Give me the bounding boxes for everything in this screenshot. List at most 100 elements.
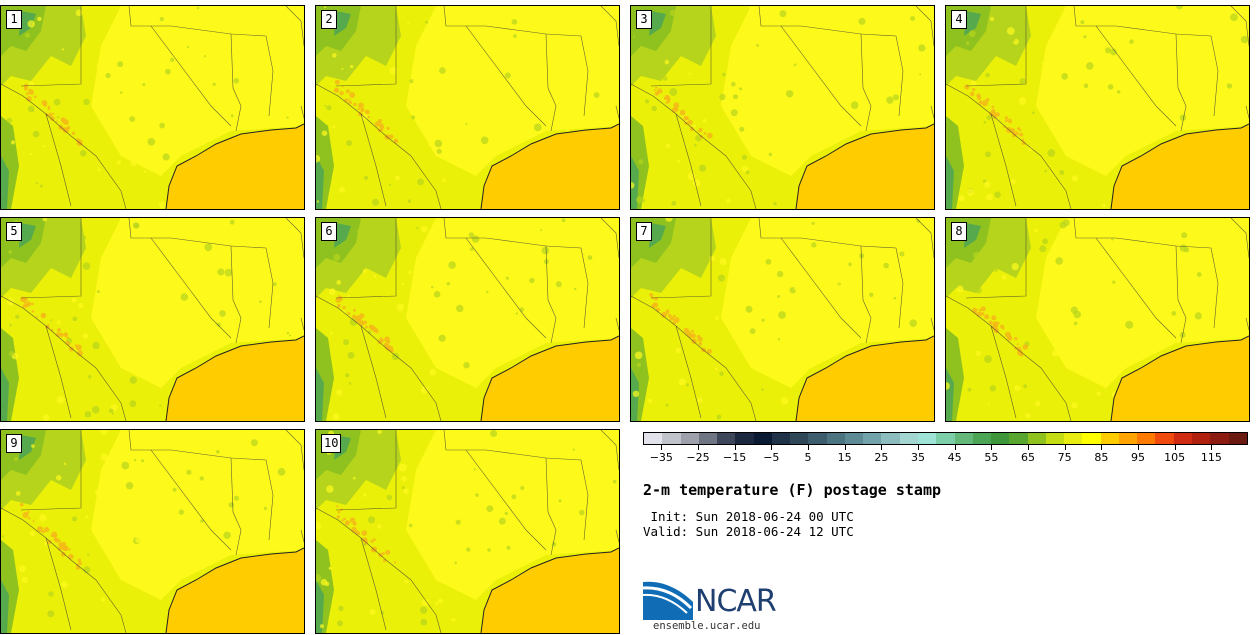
- panel-label: 8: [951, 222, 967, 241]
- colorbar-tick-label: 35: [911, 451, 925, 464]
- panel-5[interactable]: 5: [0, 217, 305, 422]
- colorbar-tick-label: 65: [1021, 451, 1035, 464]
- temperature-map: [631, 218, 934, 421]
- colorbar-tick: [734, 445, 736, 450]
- colorbar-tick: [771, 445, 773, 450]
- colorbar-swatch: [917, 433, 937, 444]
- temperature-map: [946, 218, 1249, 421]
- colorbar-swatch: [954, 433, 973, 444]
- colorbar-swatch: [1045, 433, 1065, 444]
- ncar-logo[interactable]: NCAR ensemble.ucar.edu: [643, 576, 803, 632]
- colorbar-tick-label: −15: [723, 451, 747, 464]
- panel-9[interactable]: 9: [0, 429, 305, 634]
- temperature-map: [1, 430, 304, 633]
- temperature-map: [316, 218, 619, 421]
- colorbar-swatch: [808, 433, 827, 444]
- ncar-url: ensemble.ucar.edu: [653, 620, 761, 632]
- colorbar-swatches: [643, 432, 1248, 445]
- panel-label: 1: [6, 10, 22, 29]
- colorbar-tick: [954, 445, 956, 450]
- ncar-swoosh-icon: [643, 581, 693, 620]
- colorbar-swatch: [717, 433, 736, 444]
- colorbar-tick: [1211, 445, 1213, 450]
- colorbar-swatch: [644, 433, 663, 444]
- colorbar-swatch: [680, 433, 699, 444]
- colorbar-tick: [1101, 445, 1103, 450]
- colorbar-tick-label: 55: [984, 451, 999, 464]
- colorbar-tick: [1174, 445, 1176, 450]
- colorbar-tick-label: 115: [1200, 451, 1222, 464]
- colorbar-swatch: [1009, 433, 1028, 444]
- colorbar-swatch: [1027, 433, 1046, 444]
- colorbar-tick-label: −5: [763, 451, 780, 464]
- colorbar-swatch: [899, 433, 918, 444]
- colorbar-tick-label: 25: [874, 451, 889, 464]
- temperature-colorbar: −35 −25 −15 −5 5 15 25 35 45 55 65 75 85 95 105 115: [643, 432, 1248, 468]
- colorbar-tick: [808, 445, 809, 450]
- panel-4[interactable]: 4: [945, 5, 1250, 210]
- ncar-logo-text: NCAR: [695, 584, 777, 619]
- colorbar-swatch: [844, 433, 864, 444]
- temperature-map: [1, 218, 304, 421]
- temperature-map: [631, 6, 934, 209]
- colorbar-swatch: [1210, 433, 1229, 444]
- colorbar-swatch: [826, 433, 845, 444]
- colorbar-swatch: [1137, 433, 1156, 444]
- panel-8[interactable]: 8: [945, 217, 1250, 422]
- colorbar-swatch: [735, 433, 754, 444]
- panel-label: 7: [636, 222, 652, 241]
- colorbar-tick: [844, 445, 846, 450]
- valid-time: Valid: Sun 2018-06-24 12 UTC: [643, 524, 854, 539]
- panel-label: 3: [636, 10, 652, 29]
- colorbar-swatch: [1191, 433, 1211, 444]
- colorbar-swatch: [863, 433, 882, 444]
- colorbar-swatch: [1228, 433, 1247, 444]
- temperature-map: [316, 430, 619, 633]
- chart-title: 2-m temperature (F) postage stamp: [643, 481, 942, 499]
- colorbar-swatch: [1118, 433, 1138, 444]
- colorbar-swatch: [881, 433, 900, 444]
- colorbar-tick: [661, 445, 663, 450]
- panel-6[interactable]: 6: [315, 217, 620, 422]
- colorbar-tick: [881, 445, 883, 450]
- colorbar-tick-label: 45: [947, 451, 962, 464]
- colorbar-swatch: [1173, 433, 1192, 444]
- colorbar-tick: [1138, 445, 1139, 450]
- panel-1[interactable]: 1: [0, 5, 305, 210]
- panel-7[interactable]: 7: [630, 217, 935, 422]
- panel-label: 5: [6, 222, 22, 241]
- colorbar-tick-label: 15: [837, 451, 852, 464]
- panel-10[interactable]: 10: [315, 429, 620, 634]
- colorbar-swatch: [1155, 433, 1174, 444]
- temperature-map: [316, 6, 619, 209]
- panel-label: 10: [321, 434, 342, 453]
- panel-label: 9: [6, 434, 22, 453]
- colorbar-tick-label: 5: [804, 451, 812, 464]
- panel-2[interactable]: 2: [315, 5, 620, 210]
- colorbar-tick-label: −25: [686, 451, 710, 464]
- colorbar-tick: [991, 445, 993, 450]
- panel-label: 6: [321, 222, 337, 241]
- colorbar-swatch: [1064, 433, 1083, 444]
- colorbar-swatch: [698, 433, 718, 444]
- colorbar-swatch: [936, 433, 955, 444]
- colorbar-swatch: [1100, 433, 1119, 444]
- colorbar-ticks: −35 −25 −15 −5 5 15 25 35 45 55 65 75 85 95 105 115: [643, 445, 1248, 468]
- colorbar-tick-label: 95: [1131, 451, 1145, 464]
- colorbar-tick: [698, 445, 699, 450]
- colorbar-tick: [1064, 445, 1066, 450]
- panel-label: 4: [951, 10, 967, 29]
- panel-3[interactable]: 3: [630, 5, 935, 210]
- colorbar-swatch: [972, 433, 992, 444]
- temperature-map: [1, 6, 304, 209]
- colorbar-tick-label: 105: [1164, 451, 1186, 464]
- colorbar-tick-label: 75: [1057, 451, 1072, 464]
- colorbar-swatch: [753, 433, 772, 444]
- colorbar-swatch: [771, 433, 791, 444]
- colorbar-swatch: [991, 433, 1010, 444]
- colorbar-tick: [1028, 445, 1029, 450]
- colorbar-swatch: [790, 433, 809, 444]
- panel-label: 2: [321, 10, 337, 29]
- colorbar-tick-label: −35: [649, 451, 673, 464]
- init-time: Init: Sun 2018-06-24 00 UTC: [643, 509, 854, 524]
